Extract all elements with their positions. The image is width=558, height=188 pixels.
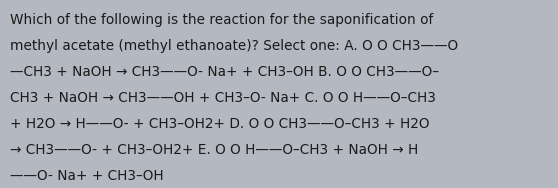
Text: → CH3——O- + CH3–OH2+ E. O O H——O–CH3 + NaOH → H: → CH3——O- + CH3–OH2+ E. O O H——O–CH3 + N…	[10, 143, 418, 157]
Text: methyl acetate (methyl ethanoate)? Select one: A. O O CH3——O: methyl acetate (methyl ethanoate)? Selec…	[10, 39, 458, 53]
Text: —CH3 + NaOH → CH3——O- Na+ + CH3–OH B. O O CH3——O–: —CH3 + NaOH → CH3——O- Na+ + CH3–OH B. O …	[10, 65, 439, 79]
Text: ——O- Na+ + CH3–OH: ——O- Na+ + CH3–OH	[10, 169, 163, 183]
Text: CH3 + NaOH → CH3——OH + CH3–O- Na+ C. O O H——O–CH3: CH3 + NaOH → CH3——OH + CH3–O- Na+ C. O O…	[10, 91, 436, 105]
Text: + H2O → H——O- + CH3–OH2+ D. O O CH3——O–CH3 + H2O: + H2O → H——O- + CH3–OH2+ D. O O CH3——O–C…	[10, 117, 430, 131]
Text: Which of the following is the reaction for the saponification of: Which of the following is the reaction f…	[10, 13, 434, 27]
